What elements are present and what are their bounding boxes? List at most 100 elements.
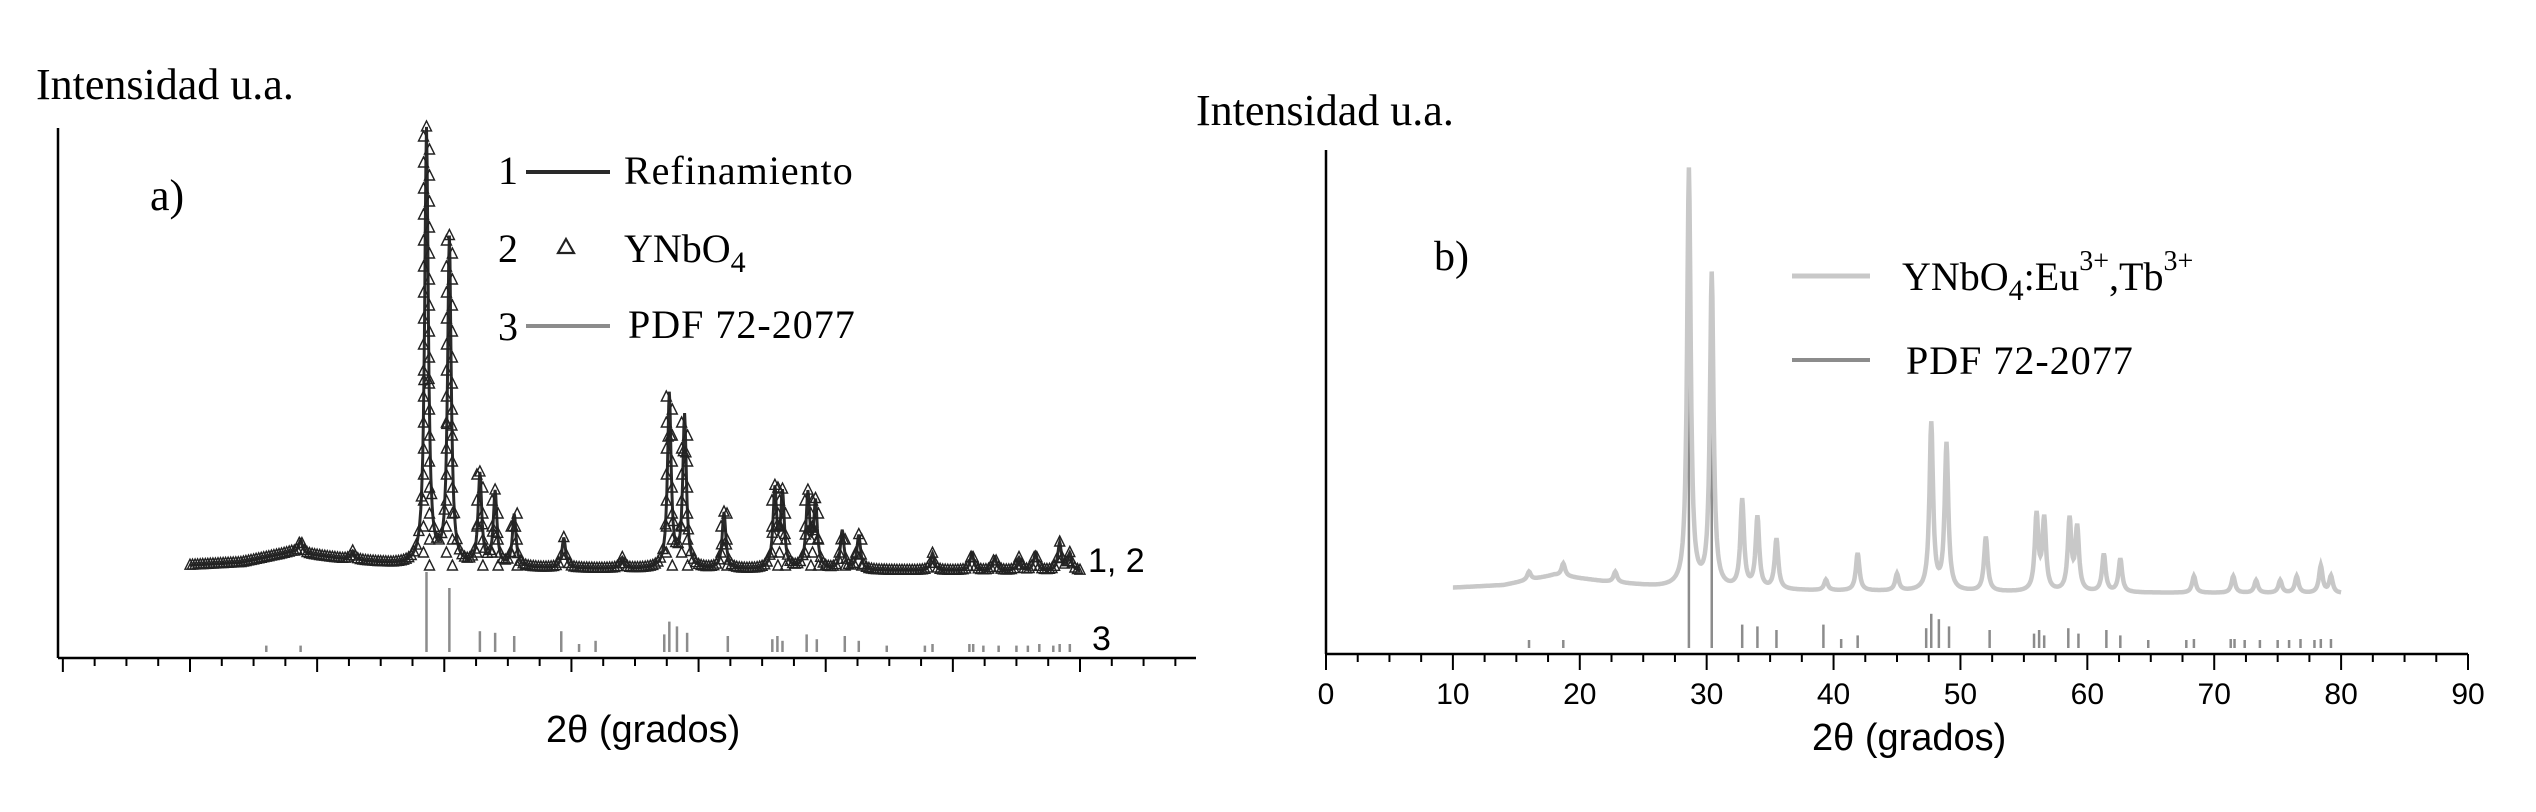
observed-marker-peak-3 bbox=[440, 233, 453, 246]
observed-marker-peak-16 bbox=[839, 558, 852, 571]
observed-marker-191 bbox=[669, 535, 682, 548]
observed-marker-226 bbox=[758, 557, 771, 570]
legend-b-label-sample: YNbO4:Eu3+,Tb3+ bbox=[1902, 246, 2193, 307]
x-tick-label-b-8: 80 bbox=[2324, 678, 2357, 711]
observed-marker-260 bbox=[844, 557, 858, 570]
legend-a-num-1: 1 bbox=[498, 148, 518, 193]
observed-marker-peak-2 bbox=[423, 142, 436, 155]
observed-marker-99 bbox=[435, 525, 448, 539]
observed-marker-peak-3 bbox=[440, 363, 453, 376]
observed-marker-peak-9 bbox=[660, 545, 673, 558]
panel-b-ylabel: Intensidad u.a. bbox=[1196, 86, 1454, 135]
observed-marker-292 bbox=[926, 545, 939, 558]
observed-marker-208 bbox=[712, 552, 726, 565]
observed-marker-peak-17 bbox=[855, 532, 868, 545]
observed-marker-peak-10 bbox=[681, 558, 694, 571]
observed-marker-peak-5 bbox=[485, 493, 499, 506]
observed-marker-62 bbox=[341, 550, 354, 563]
observed-marker-peak-5 bbox=[485, 545, 499, 558]
observed-marker-190 bbox=[666, 513, 680, 527]
observed-marker-peak-9 bbox=[666, 506, 679, 519]
x-tick-label-b-4: 40 bbox=[1817, 678, 1850, 711]
observed-marker-182 bbox=[646, 557, 659, 571]
panel-a-legend: 1 Refinamiento 2 YNbO4 3 PDF 72-2077 bbox=[498, 148, 856, 349]
observed-marker-131 bbox=[516, 556, 530, 569]
observed-marker-peak-12 bbox=[771, 532, 785, 545]
observed-marker-66 bbox=[351, 551, 364, 564]
observed-marker-peak-3 bbox=[440, 311, 453, 324]
observed-marker-peak-15 bbox=[806, 493, 819, 506]
observed-marker-peak-10 bbox=[681, 454, 694, 467]
observed-marker-42 bbox=[290, 541, 303, 555]
observed-marker-95 bbox=[425, 486, 438, 500]
observed-marker-peak-12 bbox=[771, 506, 785, 519]
observed-marker-peak-3 bbox=[446, 506, 459, 519]
observed-marker-peak-2 bbox=[417, 519, 430, 532]
observed-marker-peak-9 bbox=[666, 480, 679, 493]
legend-a-triangle-marker bbox=[556, 236, 576, 255]
observed-marker-233 bbox=[776, 481, 789, 494]
observed-marker-231 bbox=[771, 517, 784, 530]
observed-marker-94 bbox=[422, 371, 436, 385]
observed-marker-245 bbox=[806, 523, 820, 536]
observed-marker-peak-4 bbox=[476, 558, 490, 571]
observed-marker-peak-10 bbox=[675, 545, 688, 558]
observed-marker-289 bbox=[918, 561, 932, 574]
observed-marker-peak-11 bbox=[720, 532, 734, 545]
observed-marker-peak-9 bbox=[666, 428, 679, 441]
observed-marker-130 bbox=[514, 553, 527, 566]
observed-marker-317 bbox=[989, 553, 1003, 566]
panel-b-x-tick-labels: 0 10 20 30 40 50 60 70 80 90 bbox=[1318, 678, 2485, 711]
observed-marker-86 bbox=[402, 550, 415, 563]
observed-marker-144 bbox=[550, 558, 563, 571]
observed-marker-peak-10 bbox=[675, 415, 688, 428]
observed-marker-peak-2 bbox=[423, 220, 436, 233]
observed-marker-peak-10 bbox=[675, 519, 688, 532]
legend-a-num-2: 2 bbox=[498, 226, 518, 271]
observed-marker-240 bbox=[794, 553, 807, 567]
observed-marker-peak-9 bbox=[660, 441, 673, 454]
observed-marker-peak-3 bbox=[440, 285, 453, 298]
observed-marker-peak-3 bbox=[446, 532, 459, 545]
observed-marker-192 bbox=[672, 536, 685, 549]
observed-marker-peak-4 bbox=[476, 506, 490, 519]
observed-marker-peak-2 bbox=[423, 558, 436, 571]
observed-marker-peak-13 bbox=[773, 545, 786, 558]
observed-marker-229 bbox=[766, 525, 779, 538]
observed-marker-peak-3 bbox=[446, 272, 459, 285]
observed-marker-111 bbox=[466, 548, 479, 561]
observed-marker-peak-2 bbox=[423, 298, 436, 311]
observed-marker-peak-2 bbox=[423, 480, 436, 493]
observed-marker-331 bbox=[1025, 558, 1038, 571]
observed-marker-peak-12 bbox=[765, 519, 779, 532]
observed-marker-peak-5 bbox=[491, 558, 505, 571]
x-tick-label-b-9: 90 bbox=[2451, 678, 2484, 711]
observed-marker-peak-5 bbox=[491, 532, 505, 545]
observed-marker-peak-9 bbox=[660, 493, 673, 506]
observed-marker-249 bbox=[817, 555, 830, 568]
observed-marker-peak-2 bbox=[417, 545, 430, 558]
legend-a-label-1: Refinamiento bbox=[624, 148, 854, 193]
observed-marker-350 bbox=[1073, 562, 1087, 575]
observed-marker-210 bbox=[717, 504, 731, 517]
observed-marker-peak-3 bbox=[440, 467, 453, 480]
observed-marker-peak-3 bbox=[446, 376, 459, 389]
observed-marker-peak-10 bbox=[681, 532, 694, 545]
observed-marker-342 bbox=[1053, 534, 1066, 547]
observed-marker-peak-3 bbox=[446, 454, 459, 467]
observed-marker-peak-2 bbox=[423, 506, 436, 519]
observed-marker-peak-2 bbox=[417, 155, 430, 168]
observed-marker-peak-6 bbox=[511, 558, 524, 571]
observed-marker-peak-14 bbox=[804, 532, 818, 545]
observed-marker-peak-10 bbox=[675, 467, 688, 480]
observed-marker-peak-4 bbox=[470, 545, 484, 558]
observed-marker-peak-14 bbox=[804, 506, 818, 519]
legend-a-label-3: PDF 72-2077 bbox=[628, 302, 856, 347]
legend-a-label-2: YNbO4 bbox=[624, 226, 746, 279]
observed-marker-125 bbox=[501, 551, 515, 564]
observed-marker-peak-11 bbox=[714, 519, 728, 532]
observed-marker-peak-10 bbox=[681, 480, 694, 493]
observed-marker-peak-11 bbox=[714, 545, 728, 558]
observed-marker-peak-17 bbox=[855, 558, 868, 571]
